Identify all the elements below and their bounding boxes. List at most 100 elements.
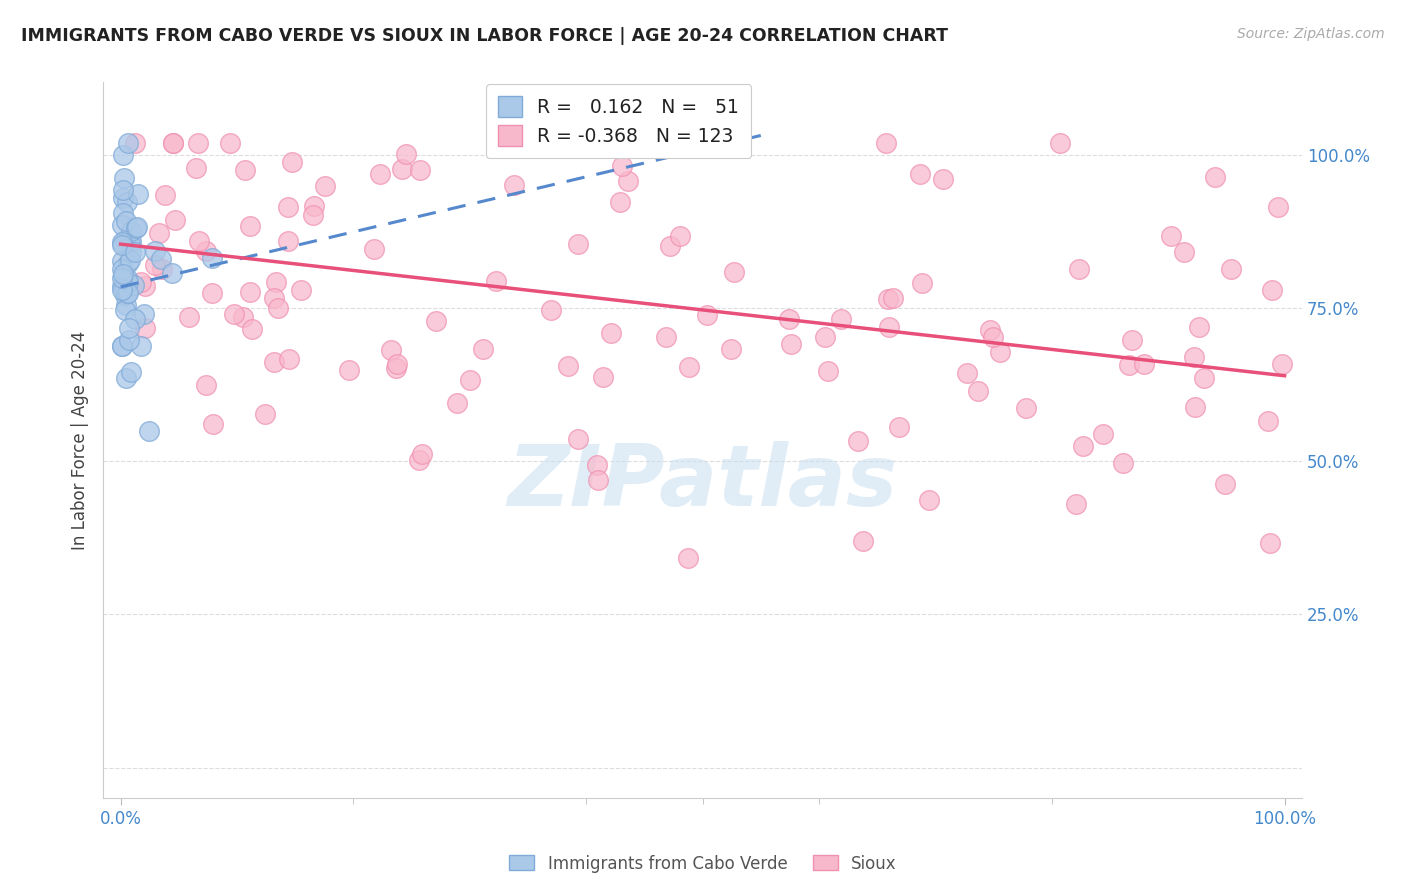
Point — [201, 417, 224, 431]
Point — [567, 432, 589, 446]
Point — [263, 355, 285, 369]
Point — [846, 434, 869, 448]
Point — [117, 136, 139, 150]
Point — [380, 343, 402, 357]
Point — [277, 234, 299, 248]
Point — [194, 378, 217, 392]
Point — [111, 261, 134, 276]
Point — [114, 287, 136, 301]
Point — [363, 242, 385, 256]
Point — [337, 363, 360, 377]
Point — [879, 319, 901, 334]
Point — [967, 384, 990, 398]
Point — [910, 167, 932, 181]
Point — [145, 258, 167, 272]
Point — [111, 271, 134, 285]
Point — [111, 191, 134, 205]
Point — [117, 285, 139, 300]
Point — [1067, 262, 1090, 277]
Point — [134, 279, 156, 293]
Point — [409, 162, 432, 177]
Point — [114, 234, 136, 248]
Point — [117, 275, 139, 289]
Point — [425, 313, 447, 327]
Point — [124, 312, 146, 326]
Point — [887, 420, 910, 434]
Point — [118, 321, 141, 335]
Point — [779, 336, 801, 351]
Point — [778, 311, 800, 326]
Point — [875, 136, 897, 150]
Text: Source: ZipAtlas.com: Source: ZipAtlas.com — [1237, 27, 1385, 41]
Point — [1160, 229, 1182, 244]
Point — [384, 360, 406, 375]
Point — [1271, 357, 1294, 371]
Point — [233, 162, 256, 177]
Point — [201, 251, 224, 265]
Point — [120, 244, 142, 259]
Point — [188, 234, 211, 248]
Point — [120, 252, 142, 267]
Point — [592, 369, 614, 384]
Text: IMMIGRANTS FROM CABO VERDE VS SIOUX IN LABOR FORCE | AGE 20-24 CORRELATION CHART: IMMIGRANTS FROM CABO VERDE VS SIOUX IN L… — [21, 27, 948, 45]
Point — [485, 274, 508, 288]
Point — [720, 343, 742, 357]
Point — [852, 533, 875, 548]
Point — [1182, 350, 1205, 364]
Point — [1215, 476, 1237, 491]
Point — [515, 136, 537, 150]
Point — [882, 291, 904, 305]
Point — [723, 265, 745, 279]
Point — [118, 333, 141, 347]
Point — [1049, 136, 1071, 150]
Point — [222, 307, 245, 321]
Point — [111, 219, 134, 233]
Text: ZIPatlas: ZIPatlas — [508, 442, 897, 524]
Point — [125, 220, 148, 235]
Point — [1118, 358, 1140, 372]
Point — [817, 364, 839, 378]
Point — [979, 323, 1001, 337]
Point — [122, 277, 145, 292]
Point — [586, 458, 609, 472]
Point — [219, 136, 242, 150]
Point — [240, 322, 263, 336]
Point — [877, 293, 900, 307]
Point — [150, 262, 173, 277]
Point — [111, 339, 134, 353]
Point — [1267, 200, 1289, 214]
Point — [145, 244, 167, 258]
Point — [111, 267, 134, 281]
Point — [609, 194, 631, 209]
Legend: Immigrants from Cabo Verde, Sioux: Immigrants from Cabo Verde, Sioux — [503, 848, 903, 880]
Point — [239, 219, 262, 233]
Point — [617, 174, 640, 188]
Point — [1261, 283, 1284, 297]
Point — [658, 238, 681, 252]
Point — [655, 329, 678, 343]
Point — [114, 214, 136, 228]
Point — [314, 179, 336, 194]
Point — [557, 359, 579, 373]
Point — [1132, 357, 1154, 371]
Point — [669, 229, 692, 244]
Point — [111, 339, 134, 353]
Point — [120, 365, 142, 379]
Point — [150, 252, 173, 266]
Point — [194, 244, 217, 259]
Point — [124, 245, 146, 260]
Point — [676, 551, 699, 566]
Point — [127, 186, 149, 201]
Point — [239, 285, 262, 299]
Point — [115, 195, 138, 210]
Point — [610, 159, 633, 173]
Point — [1173, 244, 1195, 259]
Legend: R =   0.162   N =   51, R = -0.368   N = 123: R = 0.162 N = 51, R = -0.368 N = 123 — [486, 84, 751, 158]
Point — [981, 330, 1004, 344]
Point — [267, 301, 290, 316]
Point — [503, 178, 526, 192]
Point — [162, 136, 184, 150]
Point — [277, 201, 299, 215]
Point — [112, 171, 135, 186]
Point — [111, 148, 134, 162]
